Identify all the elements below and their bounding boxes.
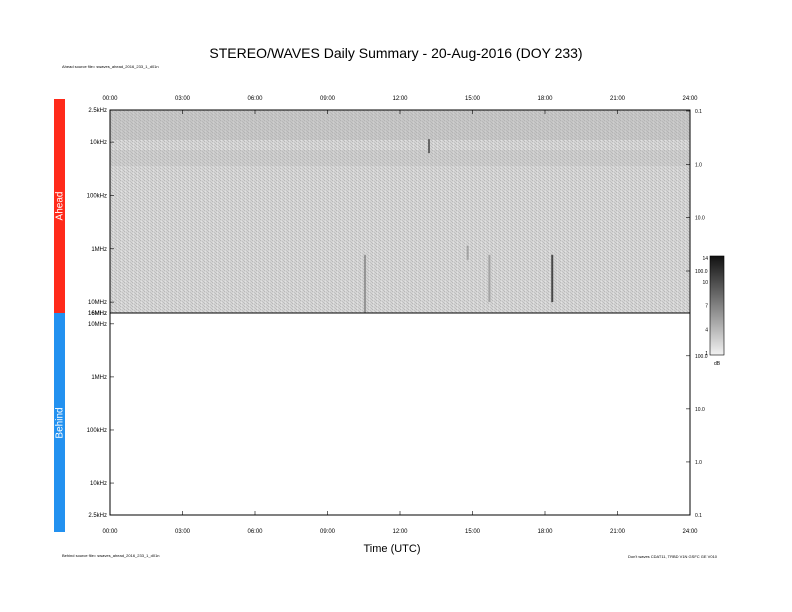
behind-right-tick-label: 1.0 [695, 460, 702, 466]
behind-right-tick-label: 0.1 [695, 513, 702, 519]
colorbar-tick-label: 1 [705, 351, 708, 357]
bottom-x-tick-label: 21:00 [610, 529, 626, 535]
bottom-x-tick-label: 18:00 [537, 529, 553, 535]
behind-right-tick-label: 10.0 [695, 407, 705, 413]
ahead-y-tick-label: 10kHz [90, 140, 107, 146]
chart-title: STEREO/WAVES Daily Summary - 20-Aug-2016… [209, 45, 583, 61]
ahead-mid-band [110, 150, 690, 166]
ahead-right-tick-label: 10.0 [695, 216, 705, 222]
bottom-x-tick-label: 15:00 [465, 529, 481, 535]
behind-sidebar: Behind [54, 313, 65, 532]
behind-right-tick-label: 100.0 [695, 354, 708, 360]
ahead-right-tick-label: 100.0 [695, 269, 708, 275]
top-x-tick-label: 06:00 [247, 96, 263, 102]
top-x-tick-label: 12:00 [392, 96, 408, 102]
behind-plot-area [109, 312, 691, 516]
software-note: Don't waves CDAT11, TRBD V1N GSFC GE V01… [628, 554, 718, 559]
axes: 00:00 03:00 06:00 09:00 12:00 15:00 18:00 21:00… [87, 96, 708, 535]
burst [428, 139, 430, 154]
ahead-y-tick-label: 2.5kHz [88, 108, 107, 114]
behind-y-tick-label: 16MHz [88, 311, 107, 317]
bottom-x-tick-label: 24:00 [682, 529, 698, 535]
behind-y-tick-label: 100kHz [87, 428, 107, 434]
bottom-x-tick-label: 00:00 [102, 529, 118, 535]
ahead-source-note: Ahead source file= swaves_ahead_2016_233… [62, 64, 159, 69]
top-x-tick-label: 15:00 [465, 96, 481, 102]
top-x-tick-label: 00:00 [102, 96, 118, 102]
ahead-bursts [363, 139, 554, 313]
colorbar-tick-label: 10 [702, 280, 708, 286]
behind-y-tick-label: 10MHz [88, 322, 107, 328]
top-x-tick-label: 18:00 [537, 96, 553, 102]
ahead-y-tick-label: 16MHz [88, 311, 107, 317]
top-x-tick-label: 21:00 [610, 96, 626, 102]
colorbar-tick-label: 14 [702, 256, 708, 262]
ahead-right-tick-label: 0.1 [695, 109, 702, 115]
bottom-x-tick-label: 03:00 [175, 529, 191, 535]
burst [551, 254, 554, 303]
behind-y-tick-label: 10kHz [90, 481, 107, 487]
bottom-x-tick-label: 06:00 [247, 529, 263, 535]
ahead-top-band [110, 110, 690, 140]
colorbar-tick-label: 4 [705, 327, 708, 333]
colorbar-ticks: 14 10 7 4 1 [702, 256, 708, 357]
colorbar [709, 255, 725, 356]
ahead-right-tick-label: 1.0 [695, 162, 702, 168]
top-x-tick-label: 03:00 [175, 96, 191, 102]
behind-y-tick-label: 1MHz [91, 375, 107, 381]
x-axis-label: Time (UTC) [363, 543, 421, 555]
colorbar-tick-label: 7 [705, 304, 708, 310]
top-x-tick-label: 24:00 [682, 96, 698, 102]
behind-y-tick-label: 2.5kHz [88, 513, 107, 519]
colorbar-unit: dB [714, 361, 721, 367]
ahead-y-tick-label: 1MHz [91, 247, 107, 253]
burst [363, 254, 366, 313]
burst [488, 254, 491, 303]
burst [466, 245, 469, 260]
bottom-x-tick-label: 09:00 [320, 529, 336, 535]
top-x-tick-label: 09:00 [320, 96, 336, 102]
ahead-sidebar: Ahead [54, 99, 65, 313]
behind-source-note: Behind source file= swaves_ahead_2016_23… [62, 553, 160, 558]
bottom-x-tick-label: 12:00 [392, 529, 408, 535]
ahead-y-tick-label: 10MHz [88, 300, 107, 306]
ahead-spectrogram-area [110, 110, 690, 313]
ahead-y-tick-label: 100kHz [87, 193, 107, 199]
